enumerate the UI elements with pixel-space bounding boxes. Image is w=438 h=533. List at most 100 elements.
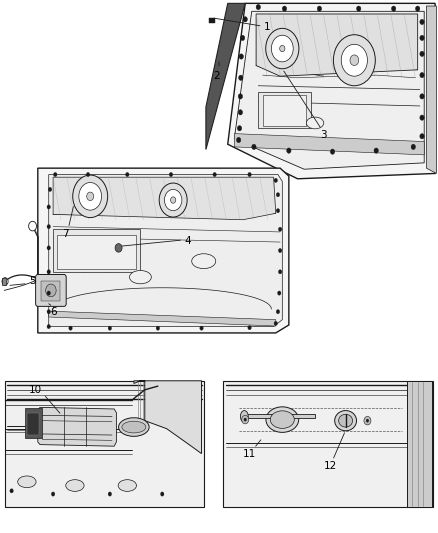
Bar [25, 408, 42, 438]
Polygon shape [38, 168, 289, 333]
Bar [53, 229, 141, 272]
Ellipse shape [122, 421, 146, 433]
Circle shape [237, 138, 241, 143]
Polygon shape [234, 11, 424, 169]
Circle shape [341, 44, 367, 76]
Bar [27, 413, 39, 435]
Text: 3: 3 [321, 130, 327, 140]
Circle shape [283, 6, 287, 11]
Ellipse shape [270, 411, 294, 429]
Circle shape [239, 75, 243, 80]
Circle shape [126, 172, 129, 176]
Circle shape [10, 489, 13, 493]
Ellipse shape [66, 480, 84, 491]
Circle shape [357, 6, 361, 11]
Polygon shape [206, 3, 245, 150]
Circle shape [169, 172, 173, 176]
Ellipse shape [119, 418, 149, 437]
Polygon shape [49, 311, 276, 326]
Circle shape [416, 6, 420, 11]
Text: 2: 2 [213, 71, 220, 81]
Circle shape [317, 6, 321, 11]
Circle shape [237, 126, 242, 131]
Circle shape [47, 224, 50, 229]
Bar [263, 95, 306, 126]
Bar [57, 235, 136, 269]
Circle shape [274, 178, 278, 182]
Polygon shape [234, 134, 424, 155]
Circle shape [79, 182, 102, 210]
Text: 1: 1 [264, 22, 270, 33]
Text: 4: 4 [184, 236, 191, 246]
Text: 6: 6 [50, 306, 57, 317]
Text: 10: 10 [29, 385, 42, 395]
Circle shape [47, 246, 50, 250]
Circle shape [48, 187, 52, 191]
Circle shape [374, 148, 378, 154]
Circle shape [276, 192, 280, 197]
Circle shape [420, 51, 424, 56]
Circle shape [243, 17, 247, 22]
Polygon shape [49, 174, 283, 327]
Circle shape [238, 94, 243, 99]
Circle shape [411, 144, 416, 150]
Circle shape [248, 326, 251, 330]
Bar [258, 92, 311, 128]
Circle shape [47, 270, 50, 274]
Circle shape [108, 326, 112, 330]
Circle shape [51, 492, 55, 496]
Polygon shape [223, 381, 433, 507]
Circle shape [156, 326, 159, 330]
Circle shape [420, 19, 424, 25]
Circle shape [266, 28, 299, 69]
Circle shape [333, 35, 375, 86]
Ellipse shape [266, 407, 299, 432]
Circle shape [164, 189, 182, 211]
Circle shape [248, 172, 251, 176]
Circle shape [274, 321, 278, 326]
Ellipse shape [118, 480, 137, 491]
Polygon shape [53, 177, 276, 220]
Circle shape [287, 148, 291, 154]
Bar [209, 18, 215, 23]
Text: 7: 7 [62, 229, 69, 239]
Circle shape [364, 416, 371, 425]
Circle shape [159, 183, 187, 217]
Circle shape [278, 291, 281, 295]
Polygon shape [134, 381, 201, 454]
Circle shape [239, 54, 244, 59]
Circle shape [53, 172, 57, 176]
Circle shape [28, 221, 36, 231]
Text: 12: 12 [324, 461, 337, 471]
Ellipse shape [306, 117, 324, 129]
Circle shape [86, 172, 90, 176]
Circle shape [242, 415, 249, 424]
Circle shape [276, 208, 280, 213]
Text: 5: 5 [29, 277, 35, 286]
Circle shape [366, 419, 369, 422]
Circle shape [392, 6, 396, 11]
Circle shape [73, 175, 108, 217]
Polygon shape [228, 3, 435, 179]
Circle shape [272, 35, 293, 62]
Bar [2, 278, 7, 285]
Ellipse shape [192, 254, 216, 269]
Ellipse shape [130, 270, 151, 284]
Polygon shape [38, 407, 117, 446]
Circle shape [279, 270, 282, 274]
Circle shape [420, 72, 424, 78]
Circle shape [47, 325, 50, 329]
Circle shape [350, 55, 359, 66]
Circle shape [46, 284, 56, 297]
Circle shape [170, 197, 176, 203]
Circle shape [47, 291, 50, 295]
Polygon shape [245, 414, 315, 418]
Text: 11: 11 [243, 449, 256, 458]
Circle shape [238, 110, 243, 115]
Circle shape [108, 492, 112, 496]
Circle shape [279, 248, 282, 253]
Ellipse shape [18, 476, 36, 488]
Circle shape [69, 326, 72, 330]
Circle shape [420, 94, 424, 99]
Circle shape [256, 4, 261, 10]
